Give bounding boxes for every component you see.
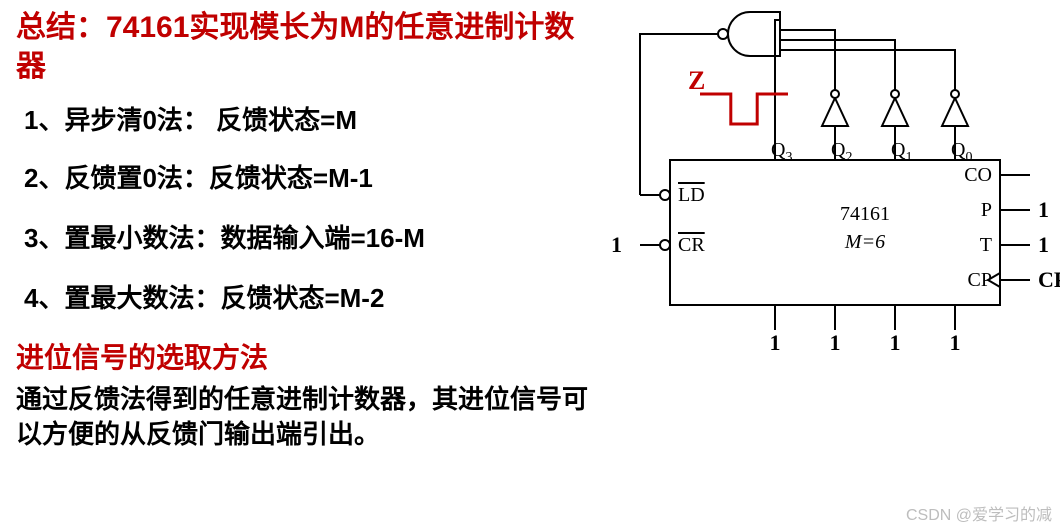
z-label: Z bbox=[688, 66, 705, 95]
bottom-pins: 1 1 1 1 bbox=[770, 305, 961, 355]
bottom-pin-label: 1 bbox=[950, 330, 961, 355]
section-title: 进位信号的选取方法 bbox=[16, 336, 268, 376]
list-item-2: 2、反馈置0法：反馈状态=M-1 bbox=[24, 158, 584, 195]
bottom-pin-label: 1 bbox=[830, 330, 841, 355]
chip-body bbox=[670, 160, 1000, 305]
chip-label-sub: M=6 bbox=[844, 231, 885, 253]
list-item-3: 3、置最小数法：数据输入端=16-M bbox=[24, 218, 584, 255]
chip-label-main: 74161 bbox=[840, 203, 890, 225]
list-item-1: 1、异步清0法： 反馈状态=M bbox=[24, 100, 584, 137]
watermark: CSDN @爱学习的减 bbox=[906, 501, 1052, 525]
page-title: 总结：74161实现模长为M的任意进制计数器 bbox=[16, 8, 576, 86]
z-output: Z bbox=[688, 66, 788, 124]
ext-label: CP bbox=[1038, 267, 1060, 292]
pin-co: CO bbox=[964, 164, 992, 186]
nand-gate-icon bbox=[718, 12, 780, 56]
paragraph: 通过反馈法得到的任意进制计数器，其进位信号可以方便的从反馈门输出端引出。 bbox=[16, 382, 606, 452]
pin-cr: CR bbox=[678, 234, 705, 256]
ext-label: 1 bbox=[1038, 197, 1049, 222]
list-item-4: 4、置最大数法：反馈状态=M-2 bbox=[24, 278, 584, 315]
bottom-pin-label: 1 bbox=[890, 330, 901, 355]
ext-label: 1 bbox=[1038, 232, 1049, 257]
pin-p: P bbox=[981, 199, 992, 221]
pin-ld: LD bbox=[678, 184, 705, 206]
circuit-diagram: 74161 M=6 Q3Q2Q1Q0 LDCR1 COP1T1CPCP 1111… bbox=[600, 0, 1060, 360]
ext-label: 1 bbox=[611, 232, 622, 257]
pin-t: T bbox=[980, 234, 992, 256]
inverters bbox=[822, 90, 968, 140]
bottom-pin-label: 1 bbox=[770, 330, 781, 355]
